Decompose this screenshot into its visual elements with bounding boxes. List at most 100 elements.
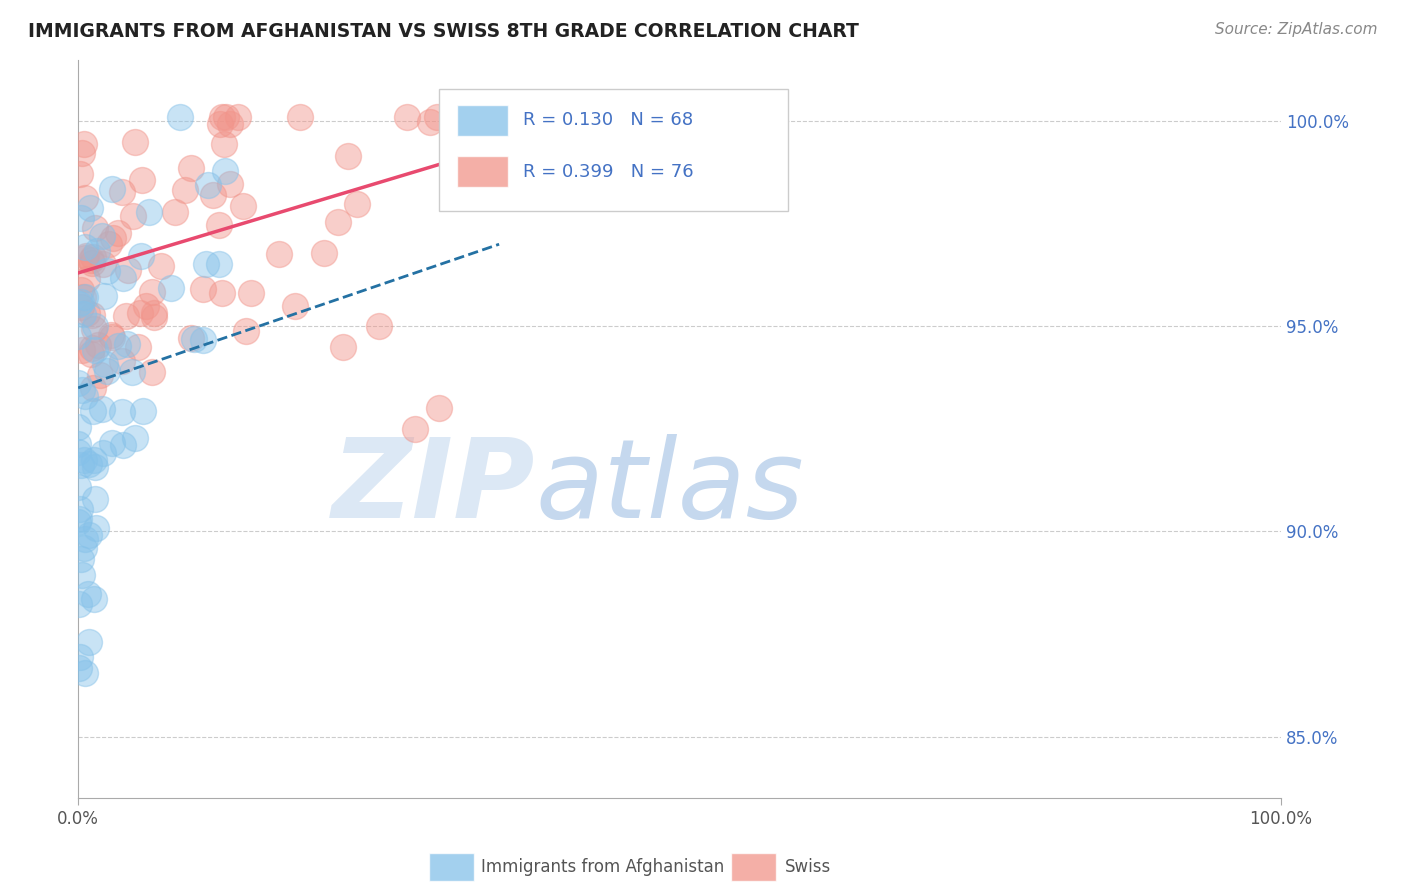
Point	[427, 401, 450, 416]
Point	[332, 340, 354, 354]
Point	[72, 290, 94, 304]
Point	[80, 256, 103, 270]
Point	[395, 110, 418, 124]
Point	[73, 453, 96, 467]
Point	[111, 354, 134, 368]
Point	[84, 343, 107, 357]
Point	[290, 110, 312, 124]
Point	[73, 137, 96, 152]
Point	[67, 296, 90, 310]
Point	[211, 110, 233, 124]
Point	[235, 324, 257, 338]
Point	[73, 666, 96, 681]
Point	[112, 438, 135, 452]
Point	[72, 307, 94, 321]
Point	[129, 249, 152, 263]
Point	[128, 306, 150, 320]
Point	[121, 365, 143, 379]
Point	[96, 264, 118, 278]
Point	[72, 343, 94, 357]
Point	[100, 328, 122, 343]
Bar	[457, 104, 508, 136]
Point	[112, 271, 135, 285]
Point	[73, 541, 96, 555]
Bar	[457, 156, 508, 187]
Point	[84, 459, 107, 474]
Point	[197, 178, 219, 192]
Point	[67, 419, 90, 434]
Point	[122, 209, 145, 223]
Point	[69, 649, 91, 664]
Point	[77, 635, 100, 649]
Text: R = 0.130   N = 68: R = 0.130 N = 68	[523, 112, 693, 129]
Point	[73, 290, 96, 304]
Point	[107, 226, 129, 240]
Point	[141, 285, 163, 299]
Point	[218, 117, 240, 131]
Point	[94, 357, 117, 371]
Point	[208, 117, 231, 131]
Point	[70, 568, 93, 582]
Point	[169, 110, 191, 124]
Point	[208, 257, 231, 271]
Point	[83, 592, 105, 607]
Point	[84, 491, 107, 506]
Point	[83, 322, 105, 336]
Point	[326, 215, 349, 229]
Point	[67, 437, 90, 451]
Point	[101, 330, 124, 344]
Point	[180, 161, 202, 176]
Point	[70, 383, 93, 397]
Point	[82, 250, 104, 264]
Point	[98, 236, 121, 251]
Point	[211, 286, 233, 301]
Point	[70, 552, 93, 566]
Point	[138, 205, 160, 219]
Point	[80, 253, 103, 268]
Point	[67, 376, 90, 390]
Point	[80, 341, 103, 355]
Point	[419, 115, 441, 129]
Point	[70, 295, 93, 310]
Point	[367, 319, 389, 334]
Point	[232, 199, 254, 213]
Point	[115, 309, 138, 323]
Point	[111, 185, 134, 199]
Point	[89, 368, 111, 382]
Point	[93, 289, 115, 303]
Point	[69, 211, 91, 226]
Point	[84, 318, 107, 333]
Point	[70, 458, 93, 472]
Point	[180, 331, 202, 345]
Point	[143, 310, 166, 324]
Point	[75, 389, 97, 403]
Point	[67, 516, 90, 530]
Text: IMMIGRANTS FROM AFGHANISTAN VS SWISS 8TH GRADE CORRELATION CHART: IMMIGRANTS FROM AFGHANISTAN VS SWISS 8TH…	[28, 22, 859, 41]
Point	[191, 282, 214, 296]
Point	[173, 183, 195, 197]
Point	[404, 422, 426, 436]
Point	[90, 402, 112, 417]
Point	[163, 205, 186, 219]
Point	[73, 532, 96, 546]
Point	[80, 347, 103, 361]
Point	[214, 163, 236, 178]
Point	[101, 231, 124, 245]
Point	[82, 381, 104, 395]
Point	[69, 502, 91, 516]
Point	[124, 135, 146, 149]
Point	[194, 257, 217, 271]
Point	[91, 257, 114, 271]
Point	[336, 149, 359, 163]
Text: ZIP: ZIP	[332, 434, 536, 541]
Point	[91, 446, 114, 460]
Point	[82, 308, 104, 322]
Point	[67, 445, 90, 459]
Point	[73, 240, 96, 254]
Point	[346, 197, 368, 211]
Point	[76, 305, 98, 319]
Point	[208, 219, 231, 233]
Point	[82, 404, 104, 418]
Point	[141, 365, 163, 379]
Point	[76, 271, 98, 285]
